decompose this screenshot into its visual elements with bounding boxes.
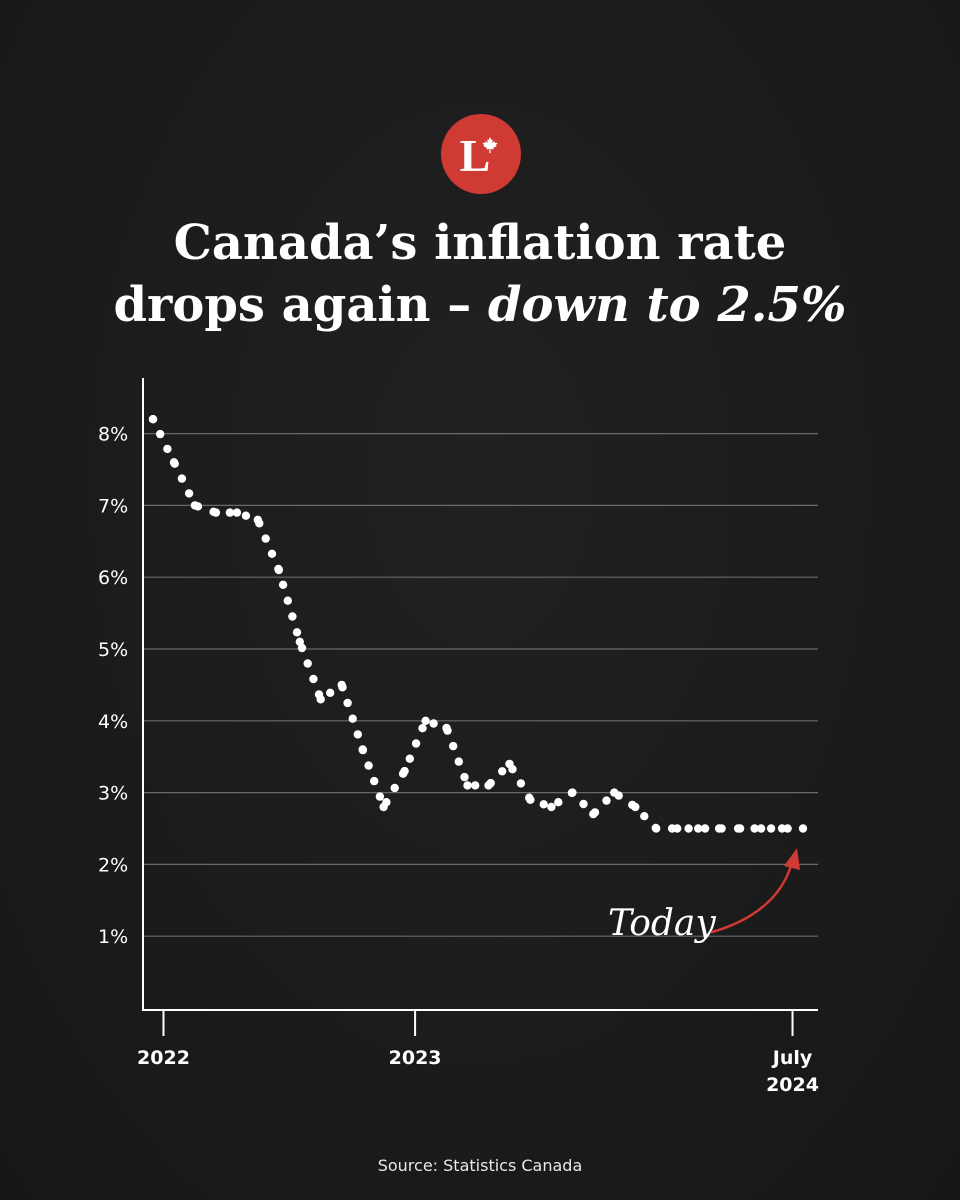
series-dot [348,714,357,723]
series-dot [390,783,399,793]
series-dot [326,688,335,697]
headline: Canada’s inflation rate drops again – do… [0,212,960,336]
data-point [400,766,409,776]
series-dot [163,444,172,454]
series-dot [292,628,302,637]
data-point [463,781,472,790]
data-point [673,824,682,833]
series-dot [288,612,297,621]
annotation-today: Today [608,903,716,944]
series-dot [405,754,414,763]
x-tick-label: July [771,1047,813,1069]
series-dot [579,799,588,809]
data-point [547,802,556,812]
annotation-arrow [710,856,795,934]
maple-leaf-icon [482,136,498,154]
data-point [442,723,451,733]
series-dot [225,508,235,517]
data-point [379,802,388,812]
series-dot [750,824,759,833]
data-point [694,824,703,833]
data-point [421,716,430,725]
series-dot [684,824,693,833]
series-dot [343,698,352,708]
source-note: Source: Statistics Canada [377,1156,583,1175]
data-point [295,637,304,646]
data-point [211,508,221,517]
x-tick-label: 2024 [766,1074,819,1096]
series-dot [303,659,312,668]
series-dot [267,549,277,558]
y-tick-label: 3% [98,783,128,805]
data-point [652,824,661,833]
headline-plain: drops again – [113,277,488,333]
headline-emphasis: down to 2.5% [487,277,847,333]
y-tick-label: 2% [98,854,128,876]
data-point [253,515,262,524]
data-point [505,759,514,769]
series-dot [700,824,710,833]
series-dot [602,796,611,805]
series-dot [411,739,421,748]
data-point [568,788,577,797]
headline-line-2: drops again – down to 2.5% [0,274,960,336]
data-point [610,788,619,797]
y-tick-label: 8% [98,424,128,446]
series-dot [184,489,194,498]
data-point [337,680,346,690]
series-dot [353,730,362,739]
data-point [148,415,158,424]
y-tick-label: 1% [98,926,128,948]
series-dot [429,719,438,728]
series-dot [766,824,776,833]
y-tick-label: 5% [98,639,128,661]
x-tick-label: 2023 [389,1047,442,1069]
series-dot [177,474,187,483]
series-dot [539,800,548,809]
logo-letter: L [459,130,491,181]
annotation-arrowhead [784,848,800,870]
series-dot [454,757,463,766]
series-dot [375,792,385,801]
data-point [756,824,766,833]
data-point [526,795,535,804]
x-tick-label: 2022 [137,1047,190,1069]
series-dot [241,511,251,520]
y-tick-label: 6% [98,567,128,589]
publication-logo: L [441,114,521,194]
data-point [798,824,808,833]
series-dot [156,429,165,439]
series-dot [498,767,507,776]
data-point [169,458,179,467]
data-point [316,695,325,704]
data-point [358,745,367,754]
series-dot [261,534,270,543]
series-dot [370,776,379,786]
series-dot [364,761,373,770]
series-dot [516,779,526,788]
data-point [190,501,200,510]
data-point [714,824,724,833]
data-point [631,802,640,812]
series-dot [640,812,649,821]
series-dot [309,674,318,684]
series-dot [460,772,469,782]
headline-line-1: Canada’s inflation rate [173,215,787,271]
data-point [589,809,598,819]
data-point [484,781,493,790]
data-point [232,508,242,517]
series-dot [418,724,427,733]
data-point [777,824,787,833]
y-tick-label: 4% [98,711,128,733]
data-point [274,565,283,575]
series-dot [471,781,480,790]
series-dot [283,596,292,605]
y-tick-label: 7% [98,495,128,517]
data-point [735,824,745,833]
series-dot [449,741,458,751]
series-dot [278,580,288,589]
series-dot [554,798,563,807]
